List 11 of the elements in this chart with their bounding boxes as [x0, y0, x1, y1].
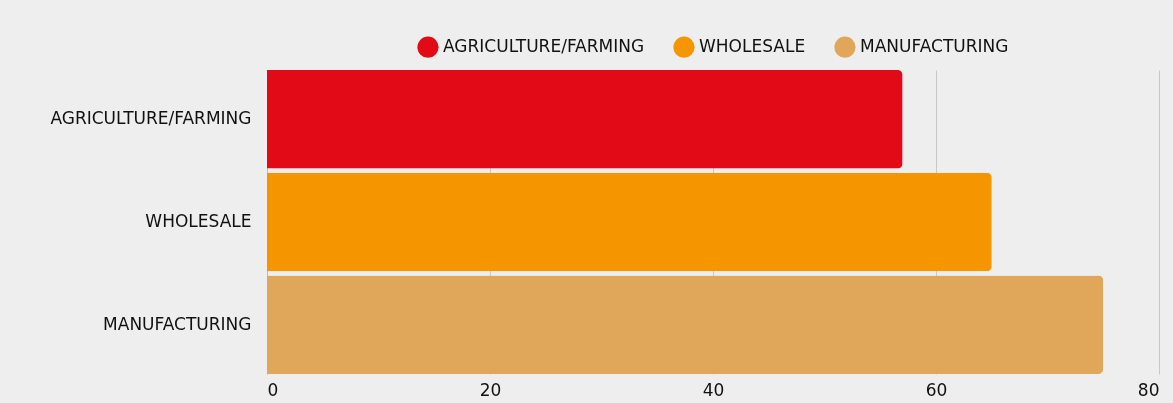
y-tick-label: AGRICULTURE/FARMING	[50, 108, 252, 129]
legend-label: MANUFACTURING	[860, 36, 1009, 57]
x-tick-label: 20	[479, 379, 502, 400]
x-tick-label: 40	[702, 379, 725, 400]
x-tick-label: 80	[1137, 379, 1160, 400]
legend-label: WHOLESALE	[699, 36, 806, 57]
y-tick-label: WHOLESALE	[145, 211, 252, 231]
y-tick-label: MANUFACTURING	[103, 313, 252, 334]
legend-label: AGRICULTURE/FARMING	[443, 36, 645, 57]
x-tick-label: 0	[267, 379, 279, 400]
x-tick-label: 60	[925, 379, 948, 400]
